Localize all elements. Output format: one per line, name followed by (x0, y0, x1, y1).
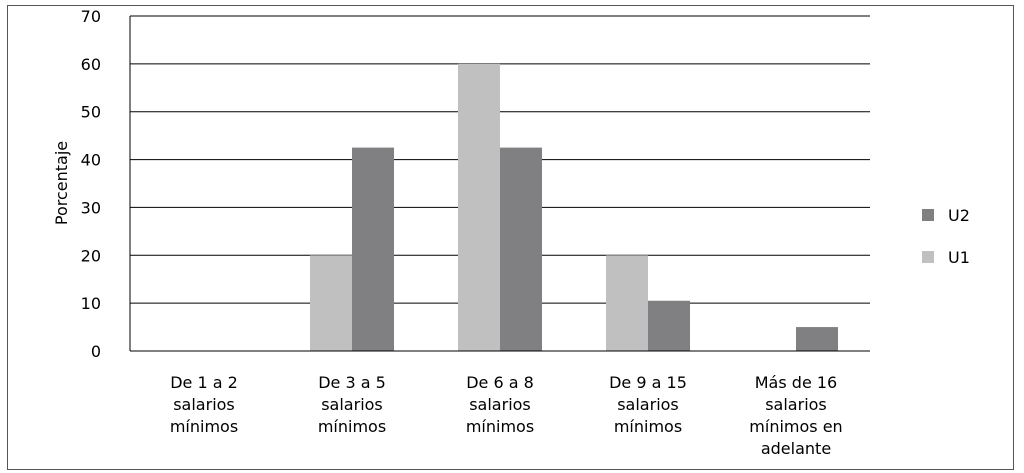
x-category-label: mínimos (170, 417, 238, 436)
category-labels: De 1 a 2 salarios mínimos De 3 a 5 salarios m… (170, 373, 843, 458)
x-category-label: De 9 a 15 (609, 373, 687, 392)
x-category-label: salarios (469, 395, 531, 414)
x-category-label: De 1 a 2 (170, 373, 238, 392)
legend-swatch-u1 (922, 251, 934, 263)
x-category-label: De 3 a 5 (318, 373, 386, 392)
bar-u1 (310, 255, 352, 351)
bar-u1 (606, 255, 648, 351)
x-category-label: salarios (617, 395, 679, 414)
x-category-label: salarios (321, 395, 383, 414)
legend-label-u1: U1 (948, 248, 970, 267)
y-tick-label: 40 (81, 151, 101, 170)
legend-label-u2: U2 (948, 206, 970, 225)
bar-u2 (648, 300, 690, 351)
y-tick-label: 20 (81, 246, 101, 265)
legend: U2 U1 (922, 206, 970, 267)
bar-u1 (458, 63, 500, 351)
y-tick-label: 10 (81, 294, 101, 313)
x-category-label: salarios (765, 395, 827, 414)
x-category-label: mínimos en (749, 417, 842, 436)
y-tick-label: 30 (81, 198, 101, 217)
y-tick-label: 0 (91, 342, 101, 361)
y-tick-label: 50 (81, 103, 101, 122)
bar-u2 (500, 147, 542, 351)
y-tick-label: 70 (81, 7, 101, 26)
legend-swatch-u2 (922, 209, 934, 221)
x-category-label: mínimos (614, 417, 682, 436)
y-tick-labels: 0 10 20 30 40 50 60 70 (81, 7, 101, 361)
x-category-label: mínimos (466, 417, 534, 436)
bars (310, 63, 838, 351)
x-category-label: adelante (761, 439, 831, 458)
bar-u2 (796, 327, 838, 351)
x-category-label: salarios (173, 395, 235, 414)
x-category-label: mínimos (318, 417, 386, 436)
y-axis-title: Porcentaje (52, 141, 71, 225)
bar-u2 (352, 147, 394, 351)
axes (129, 16, 870, 352)
y-tick-label: 60 (81, 55, 101, 74)
x-category-label: De 6 a 8 (466, 373, 534, 392)
x-category-label: Más de 16 (755, 373, 837, 392)
